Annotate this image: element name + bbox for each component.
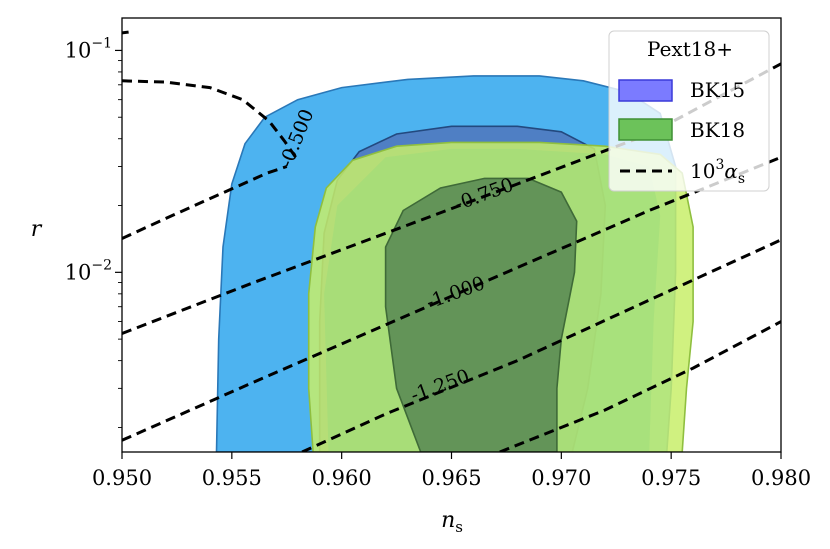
alpha-s-contour-line bbox=[499, 320, 781, 452]
alpha-s-contour-line bbox=[122, 62, 781, 335]
x-axis-label: ns bbox=[441, 508, 463, 536]
x-tick-label: 0.965 bbox=[421, 466, 481, 490]
legend-swatch-bk15 bbox=[618, 79, 673, 102]
legend-swatch-bk18 bbox=[618, 118, 673, 141]
x-axis-ticks: 0.950 0.955 0.960 0.965 0.970 0.975 0.980 bbox=[92, 452, 811, 490]
x-tick-label: 0.955 bbox=[202, 466, 262, 490]
legend-label-bk15: BK15 bbox=[690, 78, 745, 102]
y-tick-label: 10−2 bbox=[65, 257, 112, 284]
alpha-s-contours bbox=[122, 30, 781, 452]
legend-title: Pext18+ bbox=[647, 37, 733, 61]
svg-text:ns: ns bbox=[441, 508, 463, 536]
legend-label-alpha-s: 103αs bbox=[690, 157, 745, 187]
legend-box bbox=[608, 30, 770, 192]
alpha-s-contour-line bbox=[301, 238, 781, 452]
x-tick-label: 0.970 bbox=[531, 466, 591, 490]
y-axis-ticks: 10−1 10−2 bbox=[65, 35, 122, 428]
alpha-s-contour-line bbox=[122, 79, 299, 162]
alpha-s-contour-line bbox=[122, 30, 129, 35]
legend-label-bk18: BK18 bbox=[690, 118, 745, 142]
x-tick-label: 0.960 bbox=[312, 466, 372, 490]
x-tick-label: 0.980 bbox=[751, 466, 811, 490]
alpha-s-contour-line bbox=[122, 165, 288, 240]
y-axis-label: r bbox=[31, 217, 43, 242]
region-bk18-68- bbox=[384, 177, 578, 452]
legend: Pext18+ BK15 BK18 103αs bbox=[608, 30, 770, 192]
x-tick-label: 0.950 bbox=[92, 466, 152, 490]
y-tick-label: 10−1 bbox=[65, 35, 112, 62]
alpha-s-contour-line bbox=[122, 155, 781, 442]
x-tick-label: 0.975 bbox=[641, 466, 701, 490]
